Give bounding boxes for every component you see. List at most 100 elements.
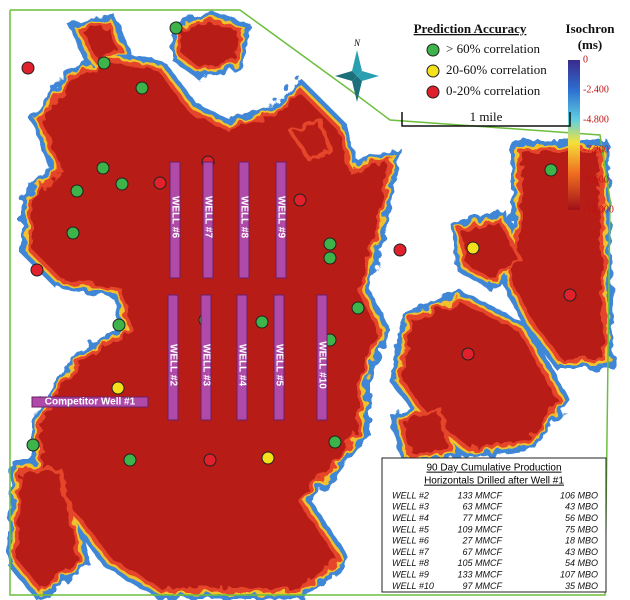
well-dot: [293, 193, 307, 207]
well-dot: [30, 263, 44, 277]
lease-boundary: [9, 9, 611, 596]
legend-item: 0-20% correlation: [446, 83, 541, 98]
well-dot: [169, 21, 183, 35]
table-cell: 97 MMCF: [462, 581, 502, 591]
well-label: Competitor Well #1: [45, 397, 136, 408]
table-cell: 109 MMCF: [457, 524, 502, 534]
table-cell: 77 MMCF: [462, 513, 502, 523]
blob-core: [12, 468, 83, 593]
colorbar-tick: -12.000: [583, 204, 614, 215]
compass-label: N: [353, 38, 361, 48]
well-dot: [393, 243, 407, 257]
well-dot: [203, 453, 217, 467]
colorbar-tick: -7.200: [583, 144, 609, 155]
well-dot: [461, 347, 475, 361]
table-title: 90 Day Cumulative Production: [426, 463, 561, 474]
colorbar-unit: (ms): [578, 37, 603, 52]
table-cell: WELL #10: [392, 581, 434, 591]
table-cell: 35 MBO: [565, 581, 598, 591]
well-lateral: [202, 161, 214, 279]
well-lateral: [200, 294, 212, 421]
table-cell: 105 MMCF: [457, 558, 502, 568]
table-cell: 18 MBO: [565, 536, 598, 546]
table-cell: 54 MBO: [565, 558, 598, 568]
well-dot: [70, 184, 84, 198]
table-rows: WELL #2 133 MMCF 106 MBO WELL #3 63 MMCF 43 M…: [392, 490, 598, 590]
table-cell: WELL #3: [392, 502, 429, 512]
table-cell: 27 MMCF: [461, 536, 502, 546]
legend-dot: [426, 43, 440, 57]
well-dot: [261, 451, 275, 465]
legend-item: > 60% correlation: [446, 41, 540, 56]
well-dot: [112, 318, 126, 332]
well-dot: [111, 381, 125, 395]
compass: N: [335, 38, 379, 102]
table-cell: WELL #9: [392, 569, 429, 579]
well-lateral: [273, 294, 285, 421]
table-cell: 43 MBO: [565, 547, 598, 557]
table-cell: WELL #2: [392, 490, 429, 500]
table-cell: 56 MBO: [565, 513, 598, 523]
legend-dot: [426, 85, 440, 99]
well-dot: [115, 177, 129, 191]
blob-core: [77, 22, 123, 63]
colorbar-tick: 0: [583, 54, 588, 65]
well-label: WELL #10: [316, 341, 327, 389]
blob-core: [178, 17, 243, 73]
colorbar-tick: -4.800: [583, 114, 609, 125]
well-dot: [323, 251, 337, 265]
table-cell: WELL #5: [392, 524, 430, 534]
table-cell: WELL #6: [392, 536, 429, 546]
well-dot: [563, 288, 577, 302]
well-dot: [328, 435, 342, 449]
blob-core: [397, 407, 453, 458]
table-cell: 107 MBO: [560, 569, 598, 579]
table-cell: 43 MBO: [565, 502, 598, 512]
well-lateral: [169, 161, 181, 279]
well-dot: [544, 163, 558, 177]
production-table: [381, 457, 607, 593]
well-dot: [21, 61, 35, 75]
well-label: WELL #4: [236, 344, 247, 386]
well-label: WELL #3: [200, 344, 211, 386]
well-dot: [466, 241, 480, 255]
well-dot: [351, 301, 365, 315]
table-cell: 75 MBO: [565, 524, 598, 534]
well-label: WELL #6: [169, 196, 180, 238]
table-title: Horizontals Drilled after Well #1: [424, 476, 564, 487]
well-lateral: [238, 161, 250, 279]
well-label: WELL #8: [238, 196, 249, 238]
colorbar-title: Isochron: [566, 21, 616, 36]
well-dot: [66, 226, 80, 240]
blob-core: [286, 117, 333, 163]
well-dot: [323, 237, 337, 251]
legend-title: Prediction Accuracy: [414, 21, 527, 36]
well-dot: [255, 315, 269, 329]
well-dot: [153, 176, 167, 190]
table-cell: 133 MMCF: [457, 569, 502, 579]
colorbar-tick: -9.600: [583, 174, 609, 185]
well-label: WELL #7: [202, 196, 213, 238]
table-cell: 63 MMCF: [462, 502, 502, 512]
blob-core: [507, 148, 608, 362]
table-cell: 133 MMCF: [457, 490, 502, 500]
well-lateral: [31, 396, 149, 408]
well-dot: [123, 453, 137, 467]
well-lateral: [167, 294, 179, 421]
legend-dot: [426, 64, 440, 78]
colorbar-ticks: 0 -2.400 -4.800 -7.200 -9.600 -12.000: [583, 54, 614, 215]
well-laterals: WELL #6 WELL #7 WELL #8 WELL #9 WELL #2 WELL …: [31, 161, 328, 421]
well-lateral: [275, 161, 287, 279]
legend-item: 20-60% correlation: [446, 62, 547, 77]
well-dot: [96, 161, 110, 175]
blob-core: [457, 217, 523, 283]
well-lateral: [236, 294, 248, 421]
table-cell: WELL #4: [392, 513, 429, 523]
scale-label: 1 mile: [470, 109, 503, 124]
well-label: WELL #2: [167, 344, 178, 386]
table-cell: WELL #7: [392, 547, 430, 557]
colorbar: [568, 60, 580, 210]
well-dot: [135, 81, 149, 95]
well-lateral: [316, 294, 328, 421]
